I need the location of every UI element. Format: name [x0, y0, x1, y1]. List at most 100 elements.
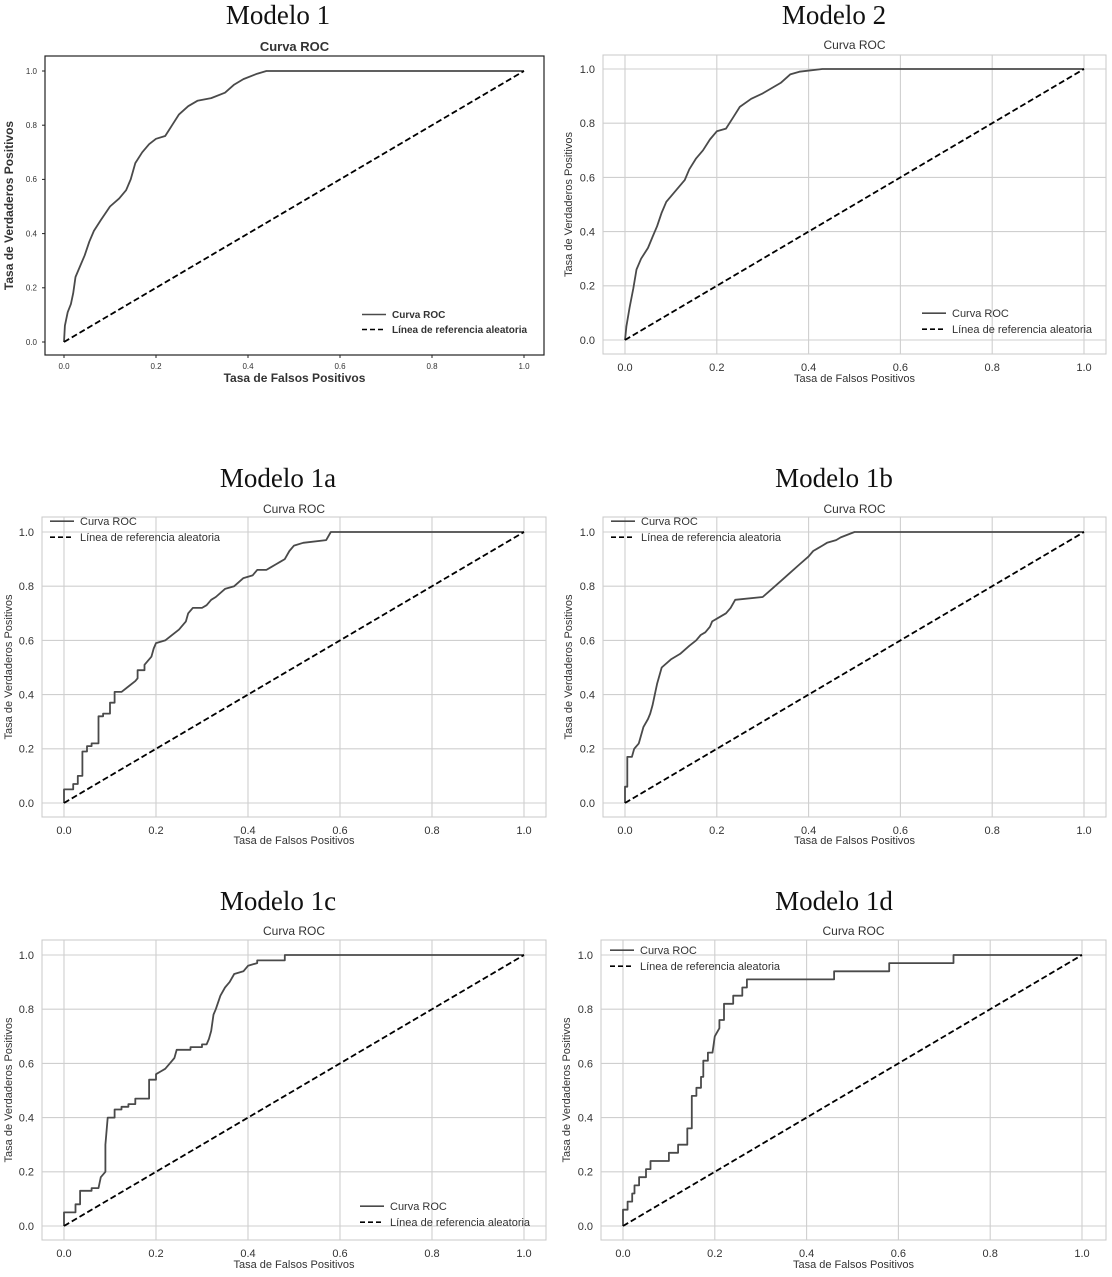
- x-tick-label: 0.0: [56, 1248, 71, 1260]
- x-axis-label: Tasa de Falsos Positivos: [794, 835, 916, 847]
- roc-chart-modelo-1a: 0.0 0.0 0.2 0.2 0.4 0.4 0.6 0.6 0.8 0.8 1.0 1.0 Curv…: [3, 502, 547, 847]
- x-tick-label: 0.8: [983, 1248, 998, 1260]
- y-tick-label: 0.0: [19, 1221, 34, 1233]
- x-tick-label: 0.6: [893, 362, 908, 374]
- legend-label-roc: Curva ROC: [952, 308, 1009, 320]
- roc-curve-line: [624, 531, 1084, 803]
- random-reference-line: [63, 531, 525, 804]
- model-title: Modelo 1a: [219, 463, 337, 493]
- roc-chart-modelo-1: 0.0 0.0 0.2 0.2 0.4 0.4 0.6 0.6 0.8 0.8 1.0 1.0 Curv…: [2, 39, 545, 385]
- y-tick-label: 0.6: [580, 172, 595, 184]
- chart-title: Curva ROC: [823, 38, 885, 52]
- model-title: Modelo 1b: [775, 463, 893, 493]
- random-reference-line: [624, 68, 1085, 341]
- chart-title: Curva ROC: [263, 924, 325, 938]
- random-reference-line: [622, 954, 1083, 1227]
- y-axis-label: Tasa de Verdaderos Positivos: [3, 1017, 15, 1162]
- x-tick-label: 0.0: [58, 362, 70, 371]
- chart-title: Curva ROC: [263, 502, 325, 516]
- x-tick-label: 1.0: [1074, 1248, 1089, 1260]
- model-title: Modelo 1c: [219, 886, 337, 916]
- y-tick-label: 0.4: [580, 689, 595, 701]
- x-tick-label: 1.0: [516, 1248, 531, 1260]
- legend-label-reference: Línea de referencia aleatoria: [80, 532, 221, 544]
- y-tick-label: 0.2: [19, 744, 34, 756]
- y-tick-label: 0.0: [580, 335, 595, 347]
- x-tick-label: 0.2: [709, 825, 724, 837]
- y-tick-label: 0.0: [19, 798, 34, 810]
- y-tick-label: 0.8: [580, 118, 595, 130]
- roc-curve-line: [63, 954, 524, 1226]
- x-axis-label: Tasa de Falsos Positivos: [224, 371, 366, 385]
- y-tick-label: 0.6: [19, 635, 34, 647]
- y-tick-label: 0.0: [580, 798, 595, 810]
- y-tick-label: 0.4: [578, 1112, 593, 1124]
- legend: Curva ROC Línea de referencia aleatoria: [922, 308, 1093, 336]
- x-tick-label: 0.6: [334, 362, 346, 371]
- x-tick-label: 0.0: [615, 1248, 630, 1260]
- legend: Curva ROC Línea de referencia aleatoria: [362, 310, 528, 336]
- roc-chart-modelo-1d: 0.0 0.0 0.2 0.2 0.4 0.4 0.6 0.6 0.8 0.8 1.0 1.0 Curv…: [561, 924, 1107, 1271]
- x-tick-label: 0.8: [424, 1248, 439, 1260]
- x-tick-label: 1.0: [1076, 362, 1091, 374]
- legend: Curva ROC Línea de referencia aleatoria: [50, 516, 221, 544]
- x-tick-label: 0.4: [242, 362, 254, 371]
- chart-title: Curva ROC: [260, 39, 330, 54]
- model-title: Modelo 2: [781, 0, 887, 30]
- x-axis-label: Tasa de Falsos Positivos: [233, 835, 355, 847]
- y-tick-label: 0.4: [26, 229, 38, 238]
- x-tick-label: 0.4: [240, 1248, 255, 1260]
- y-tick-label: 1.0: [578, 950, 593, 962]
- x-tick-label: 0.4: [799, 1248, 814, 1260]
- legend-label-roc: Curva ROC: [80, 516, 137, 528]
- x-axis-label: Tasa de Falsos Positivos: [233, 1259, 355, 1271]
- random-reference-line: [624, 531, 1085, 804]
- legend-label-reference: Línea de referencia aleatoria: [641, 532, 782, 544]
- y-tick-label: 0.8: [578, 1004, 593, 1016]
- random-reference-line: [63, 954, 525, 1227]
- roc-curve-line: [63, 70, 524, 343]
- x-tick-label: 0.8: [985, 362, 1000, 374]
- panel-modelo-2: Modelo 2 0.0 0.0 0.2 0.2 0.4 0.4 0.6 0.6 0.8 0.8 1…: [556, 0, 1112, 400]
- legend-label-reference: Línea de referencia aleatoria: [952, 324, 1093, 336]
- plot-frame: [44, 55, 545, 356]
- x-tick-label: 0.6: [891, 1248, 906, 1260]
- y-tick-label: 0.6: [580, 635, 595, 647]
- y-tick-label: 0.4: [580, 226, 595, 238]
- x-tick-label: 0.8: [424, 825, 439, 837]
- y-tick-label: 1.0: [19, 950, 34, 962]
- roc-curve-line: [63, 531, 524, 803]
- panel-modelo-1c: Modelo 1c 0.0 0.0 0.2 0.2 0.4 0.4 0.6 0.6 0.8 0.8…: [0, 886, 556, 1277]
- panel-modelo-1d: Modelo 1d 0.0 0.0 0.2 0.2 0.4 0.4 0.6 0.6 0.8 0.8…: [556, 886, 1112, 1277]
- x-tick-label: 0.2: [148, 1248, 163, 1260]
- x-tick-label: 0.0: [617, 825, 632, 837]
- chart-title: Curva ROC: [822, 924, 884, 938]
- y-tick-label: 0.2: [19, 1167, 34, 1179]
- x-tick-label: 0.6: [332, 1248, 347, 1260]
- legend-label-roc: Curva ROC: [392, 310, 445, 321]
- x-tick-label: 0.2: [709, 362, 724, 374]
- panel-modelo-1b: Modelo 1b 0.0 0.0 0.2 0.2 0.4 0.4 0.6 0.6 0.8 0.8…: [556, 463, 1112, 863]
- y-tick-label: 0.0: [26, 338, 38, 347]
- y-axis-label: Tasa de Verdaderos Positivos: [561, 1017, 573, 1162]
- y-tick-label: 0.4: [19, 689, 34, 701]
- y-tick-label: 1.0: [19, 527, 34, 539]
- x-tick-label: 0.2: [707, 1248, 722, 1260]
- x-tick-label: 0.2: [148, 825, 163, 837]
- y-axis-label: Tasa de Verdaderos Positivos: [563, 594, 575, 739]
- x-tick-label: 1.0: [1076, 825, 1091, 837]
- model-title: Modelo 1d: [775, 886, 893, 916]
- y-tick-label: 0.8: [19, 581, 34, 593]
- roc-chart-modelo-2: 0.0 0.0 0.2 0.2 0.4 0.4 0.6 0.6 0.8 0.8 1.0 1.0 Curv…: [563, 38, 1107, 385]
- x-tick-label: 0.0: [617, 362, 632, 374]
- x-tick-label: 0.8: [985, 825, 1000, 837]
- y-tick-label: 0.8: [26, 121, 38, 130]
- panel-modelo-1: Modelo 1 0.0 0.0 0.2 0.2 0.4 0.4 0.6 0.6 0.8 0.8 1…: [0, 0, 556, 400]
- plot-frame: [41, 939, 547, 1241]
- roc-chart-modelo-1c: 0.0 0.0 0.2 0.2 0.4 0.4 0.6 0.6 0.8 0.8 1.0 1.0 Curv…: [3, 924, 547, 1271]
- legend: Curva ROC Línea de referencia aleatoria: [360, 1201, 531, 1229]
- legend-label-roc: Curva ROC: [641, 516, 698, 528]
- y-axis-label: Tasa de Verdaderos Positivos: [563, 132, 575, 277]
- random-reference-line: [63, 70, 525, 343]
- roc-curve-line: [622, 954, 1082, 1226]
